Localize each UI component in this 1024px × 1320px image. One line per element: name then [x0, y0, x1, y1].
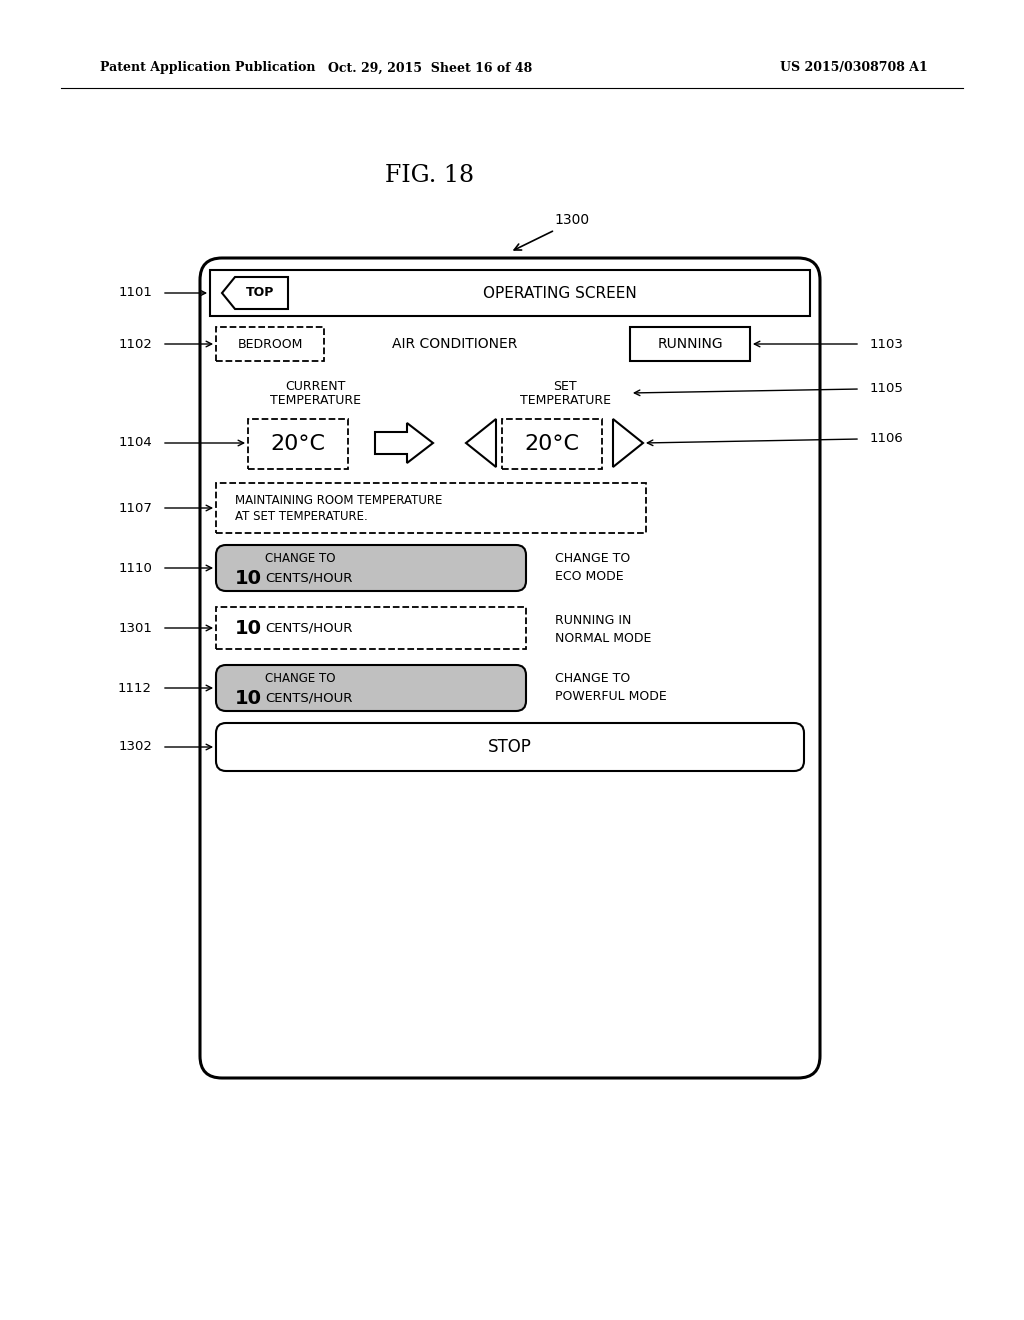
Text: BEDROOM: BEDROOM	[238, 338, 303, 351]
Text: 1104: 1104	[118, 437, 152, 450]
Text: 1300: 1300	[554, 213, 590, 227]
Text: RUNNING IN: RUNNING IN	[555, 615, 632, 627]
Text: AT SET TEMPERATURE.: AT SET TEMPERATURE.	[234, 511, 368, 524]
Bar	[216, 607, 526, 649]
Text: TEMPERATURE: TEMPERATURE	[269, 393, 360, 407]
Polygon shape	[222, 277, 288, 309]
Text: 10: 10	[234, 619, 262, 638]
Text: Patent Application Publication: Patent Application Publication	[100, 62, 315, 74]
Text: 1301: 1301	[118, 622, 152, 635]
Text: CHANGE TO: CHANGE TO	[265, 672, 336, 685]
Text: Oct. 29, 2015  Sheet 16 of 48: Oct. 29, 2015 Sheet 16 of 48	[328, 62, 532, 74]
Text: TOP: TOP	[246, 286, 274, 300]
Bar	[216, 483, 646, 533]
Text: ECO MODE: ECO MODE	[555, 569, 624, 582]
Text: 1101: 1101	[118, 286, 152, 300]
Bar	[248, 418, 348, 469]
Text: 10: 10	[234, 689, 262, 708]
Text: POWERFUL MODE: POWERFUL MODE	[555, 689, 667, 702]
FancyBboxPatch shape	[216, 723, 804, 771]
Bar	[502, 418, 602, 469]
Text: SET: SET	[553, 380, 577, 392]
Text: 1110: 1110	[118, 561, 152, 574]
Text: 1112: 1112	[118, 681, 152, 694]
Text: CENTS/HOUR: CENTS/HOUR	[265, 692, 352, 705]
Text: RUNNING: RUNNING	[657, 337, 723, 351]
Text: 1302: 1302	[118, 741, 152, 754]
Text: CENTS/HOUR: CENTS/HOUR	[265, 622, 352, 635]
Bar	[210, 271, 810, 315]
Text: CHANGE TO: CHANGE TO	[555, 553, 630, 565]
Text: 1105: 1105	[870, 383, 904, 396]
Text: CENTS/HOUR: CENTS/HOUR	[265, 572, 352, 585]
Text: 10: 10	[234, 569, 262, 587]
Text: 1106: 1106	[870, 433, 904, 446]
Text: 1107: 1107	[118, 502, 152, 515]
Text: MAINTAINING ROOM TEMPERATURE: MAINTAINING ROOM TEMPERATURE	[234, 495, 442, 507]
Text: NORMAL MODE: NORMAL MODE	[555, 631, 651, 644]
Text: 20°C: 20°C	[270, 434, 326, 454]
Text: 20°C: 20°C	[524, 434, 580, 454]
Bar	[216, 327, 324, 360]
FancyBboxPatch shape	[200, 257, 820, 1078]
Text: CHANGE TO: CHANGE TO	[265, 553, 336, 565]
FancyBboxPatch shape	[216, 665, 526, 711]
Text: US 2015/0308708 A1: US 2015/0308708 A1	[780, 62, 928, 74]
Text: 1102: 1102	[118, 338, 152, 351]
Text: AIR CONDITIONER: AIR CONDITIONER	[392, 337, 518, 351]
Text: CHANGE TO: CHANGE TO	[555, 672, 630, 685]
Polygon shape	[375, 422, 433, 463]
Bar	[630, 327, 750, 360]
Text: TEMPERATURE: TEMPERATURE	[519, 393, 610, 407]
Polygon shape	[466, 418, 496, 467]
Polygon shape	[613, 418, 643, 467]
Text: FIG. 18: FIG. 18	[385, 164, 474, 186]
Text: CURRENT: CURRENT	[285, 380, 345, 392]
Text: OPERATING SCREEN: OPERATING SCREEN	[483, 285, 637, 301]
Text: 1103: 1103	[870, 338, 904, 351]
FancyBboxPatch shape	[216, 545, 526, 591]
Text: STOP: STOP	[488, 738, 531, 756]
